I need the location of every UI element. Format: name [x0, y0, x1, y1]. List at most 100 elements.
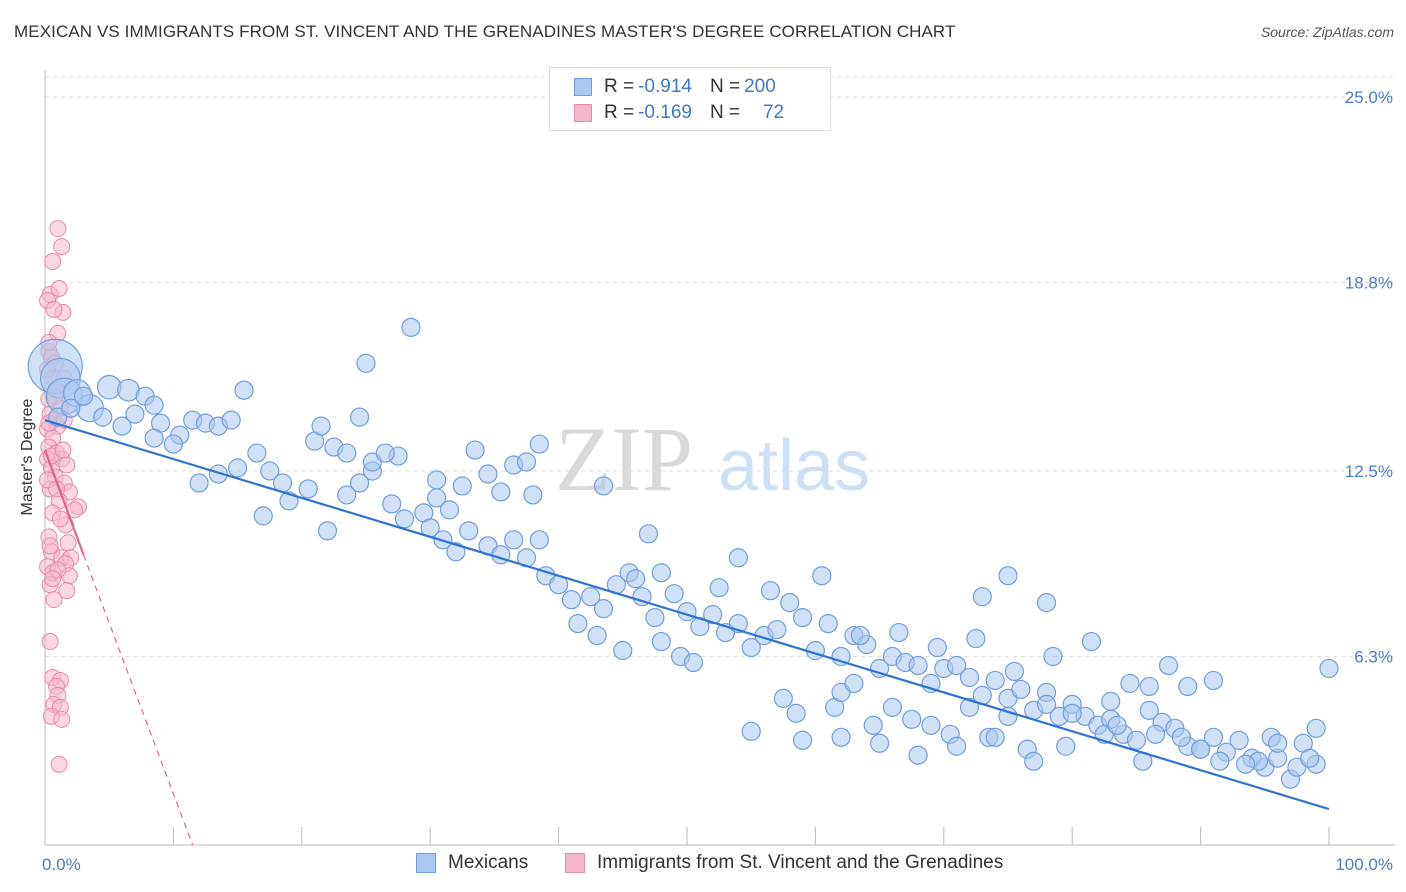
mexicans-point: [1101, 691, 1121, 711]
grid-lines: [45, 76, 1395, 658]
mexicans-point: [247, 443, 267, 463]
mexicans-point: [741, 637, 761, 658]
mexicans-points: [27, 317, 1339, 789]
immigrants-point: [50, 755, 68, 773]
legend-row-mexicans: R = -0.914 N = 200: [574, 75, 776, 99]
mexicans-point: [792, 730, 813, 750]
mexicans-point: [1319, 658, 1339, 679]
mexicans-point: [587, 625, 607, 646]
mexicans-point: [561, 590, 582, 610]
y-tick-label: 18.8%: [1345, 274, 1393, 293]
mexicans-point: [260, 461, 280, 481]
mexicans-point: [792, 608, 813, 628]
mexicans-point: [998, 566, 1018, 586]
mexicans-point: [478, 464, 498, 484]
legend-swatch-immigrants: [574, 104, 592, 122]
legend-r-label: R =: [604, 76, 635, 97]
mexicans-point: [356, 353, 376, 373]
mexicans-point: [459, 521, 479, 541]
mexicans-point: [311, 416, 331, 436]
mexicans-point: [703, 605, 723, 625]
mexicans-point: [427, 470, 447, 490]
legend-swatch-mexicans: [574, 78, 592, 96]
x-tick-label: 0.0%: [42, 855, 81, 874]
mexicans-point: [632, 587, 652, 607]
mexicans-point: [1139, 700, 1159, 720]
mexicans-point: [208, 464, 228, 484]
legend-row-immigrants: R = -0.169 N = 72: [574, 101, 784, 125]
mexicans-point: [869, 658, 890, 679]
immigrants-point: [41, 537, 59, 555]
mexicans-point: [1036, 694, 1057, 714]
mexicans-point: [1024, 751, 1044, 771]
legend-swatch-immigrants: [565, 853, 585, 873]
mexicans-point: [504, 530, 524, 550]
mexicans-point: [382, 494, 402, 514]
mexicans-point: [998, 706, 1018, 726]
immigrants-point: [59, 534, 77, 552]
mexicans-point: [1062, 703, 1082, 723]
mexicans-point: [401, 317, 421, 337]
mexicans-point: [651, 563, 671, 583]
mexicans-point: [1139, 676, 1159, 697]
legend-r-value: -0.914: [638, 76, 692, 97]
mexicans-point: [1178, 676, 1198, 697]
immigrants-point: [58, 456, 76, 474]
legend-n-value: 72: [762, 102, 785, 123]
mexicans-point: [780, 593, 800, 613]
mexicans-point: [709, 578, 729, 598]
mexicans-point: [253, 506, 273, 526]
mexicans-point: [452, 476, 472, 496]
mexicans-point: [728, 548, 748, 568]
mexicans-point: [73, 386, 94, 406]
mexicans-point: [1107, 715, 1127, 735]
mexicans-point: [337, 443, 357, 463]
mexicans-point: [645, 608, 665, 628]
mexicans-point: [760, 581, 781, 601]
immigrants-point: [58, 582, 76, 600]
mexicans-point: [1081, 631, 1102, 652]
mexicans-trend-line: [44, 419, 1330, 811]
legend-swatch-mexicans: [416, 853, 436, 873]
mexicans-point: [626, 569, 646, 589]
mexicans-point: [1158, 655, 1179, 676]
mexicans-point: [902, 709, 922, 729]
mexicans-point: [446, 542, 466, 562]
mexicans-point: [61, 398, 81, 418]
mexicans-point: [317, 521, 338, 541]
mexicans-point: [1126, 730, 1147, 750]
mexicans-point: [921, 715, 941, 735]
zipatlas-watermark: ZIP atlas: [555, 408, 870, 510]
mexicans-point: [927, 637, 947, 658]
immigrants-point: [44, 570, 62, 588]
mexicans-point: [741, 721, 761, 741]
mexicans-point: [516, 452, 537, 472]
mexicans-point: [189, 473, 209, 493]
immigrants-point: [50, 279, 68, 297]
mexicans-point: [1190, 739, 1211, 759]
mexicans-point: [1203, 670, 1224, 691]
mexicans-point: [786, 703, 806, 723]
legend-item-immigrants[interactable]: Immigrants from St. Vincent and the Gren…: [565, 852, 1003, 874]
y-tick-label: 25.0%: [1345, 88, 1393, 107]
immigrants-point: [41, 633, 59, 651]
mexicans-point: [112, 416, 132, 436]
mexicans-point: [491, 482, 511, 502]
mexicans-point: [529, 530, 549, 550]
legend-label-mexicans: Mexicans: [448, 852, 529, 873]
mexicans-point: [1056, 736, 1076, 756]
mexicans-point: [394, 509, 415, 529]
legend-n-value: 200: [744, 76, 776, 97]
immigrants-point: [49, 220, 67, 238]
mexicans-point: [844, 673, 864, 694]
mexicans-point: [529, 434, 549, 454]
mexicans-point: [1004, 661, 1025, 682]
legend-n-label: N =: [709, 76, 741, 97]
mexicans-point: [773, 688, 793, 708]
legend-item-mexicans[interactable]: Mexicans: [416, 852, 528, 874]
mexicans-point: [651, 631, 671, 652]
legend-r-label: R =: [604, 102, 635, 123]
mexicans-point: [1235, 754, 1256, 774]
mexicans-point: [581, 587, 601, 607]
